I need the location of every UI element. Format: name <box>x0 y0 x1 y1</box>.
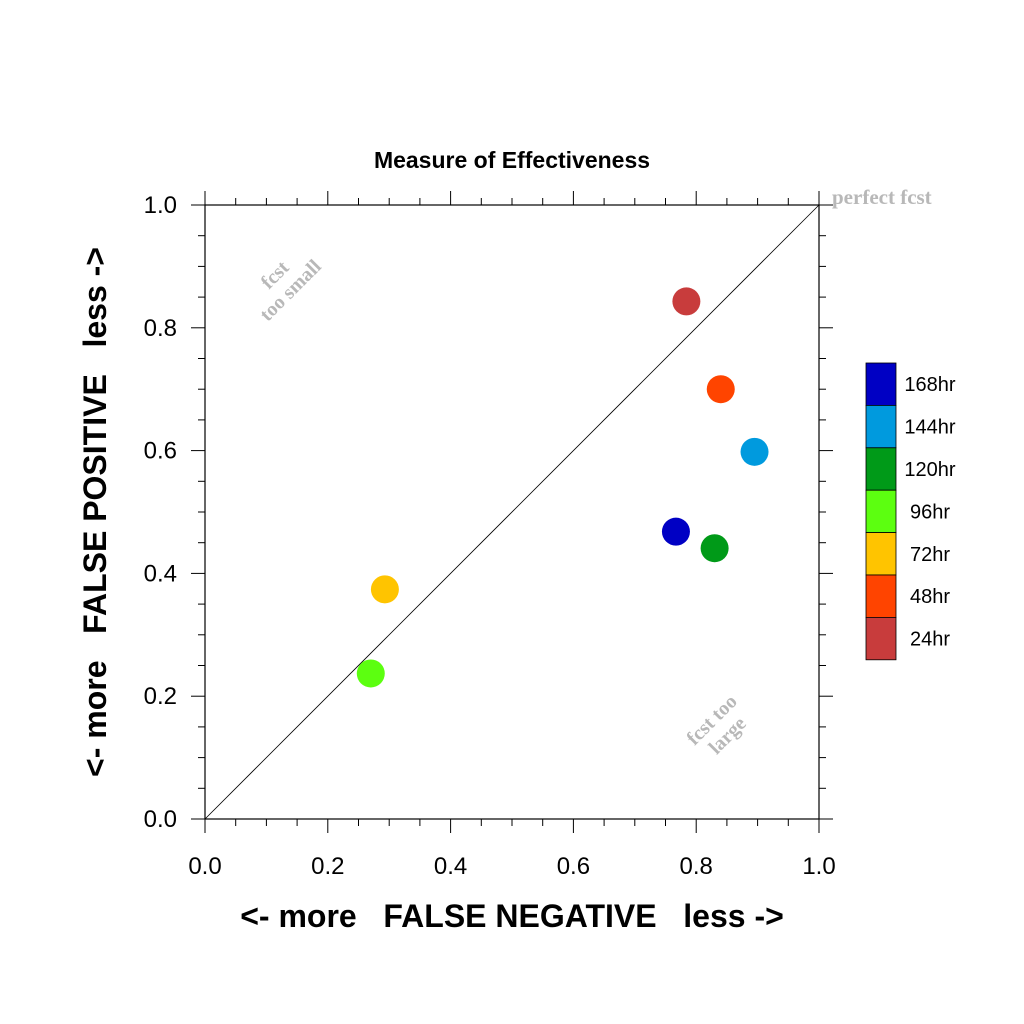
y-tick-label: 0.0 <box>144 806 177 833</box>
legend-swatch-48hr <box>865 574 897 618</box>
point-120hr <box>700 534 729 563</box>
y-tick-label: 0.4 <box>144 560 177 587</box>
legend-swatch-120hr <box>865 447 897 491</box>
too-small-line2: too small <box>256 255 326 325</box>
point-144hr <box>740 437 769 466</box>
legend-label-96hr: 96hr <box>910 501 950 523</box>
plot-area: 0.0 0.2 0.4 0.6 0.8 1.0 0.0 0.2 0.4 0.6 0.8 1.0 <box>144 191 836 880</box>
legend-swatch-96hr <box>865 489 897 534</box>
legend-label-72hr: 72hr <box>910 544 950 566</box>
legend-swatch-144hr <box>865 404 897 449</box>
y-tick-labels: 0.0 0.2 0.4 0.6 0.8 1.0 <box>144 192 177 833</box>
legend-label-168hr: 168hr <box>904 374 955 396</box>
x-axis-label: <- more FALSE NEGATIVE less -> <box>240 898 784 934</box>
legend: 168hr 144hr 120hr 96hr 72hr 48hr 24hr <box>865 362 956 661</box>
legend-label-24hr: 24hr <box>910 629 950 651</box>
chart-title: Measure of Effectiveness <box>374 147 650 173</box>
x-tick-label: 0.0 <box>188 853 221 880</box>
legend-swatch-72hr <box>865 532 897 576</box>
perfect-forecast-annotation: perfect fcst <box>832 185 932 209</box>
y-tick-label: 1.0 <box>144 192 177 219</box>
x-tick-label: 0.2 <box>311 853 344 880</box>
y-tick-label: 0.2 <box>144 683 177 710</box>
legend-label-120hr: 120hr <box>904 459 955 481</box>
point-168hr <box>661 517 690 546</box>
x-tick-label: 0.8 <box>680 853 713 880</box>
point-72hr <box>370 575 399 604</box>
point-24hr <box>672 287 701 316</box>
x-tick-labels: 0.0 0.2 0.4 0.6 0.8 1.0 <box>188 853 835 880</box>
tick-marks <box>191 191 833 833</box>
perfect-forecast-line <box>204 204 820 820</box>
x-tick-label: 0.4 <box>434 853 467 880</box>
legend-label-144hr: 144hr <box>904 417 955 439</box>
legend-swatch-24hr <box>865 617 897 661</box>
legend-swatch-168hr <box>865 362 897 406</box>
x-tick-label: 1.0 <box>802 853 835 880</box>
legend-label-48hr: 48hr <box>910 586 950 608</box>
data-points <box>356 287 769 688</box>
y-axis-label: <- more FALSE POSITIVE less -> <box>77 247 113 777</box>
too-small-annotation: fcst too small <box>256 255 326 325</box>
y-tick-label: 0.8 <box>144 315 177 342</box>
point-48hr <box>706 375 735 404</box>
y-tick-label: 0.6 <box>144 438 177 465</box>
x-tick-label: 0.6 <box>557 853 590 880</box>
too-large-annotation: fcst too large <box>683 691 751 759</box>
point-96hr <box>356 659 385 688</box>
